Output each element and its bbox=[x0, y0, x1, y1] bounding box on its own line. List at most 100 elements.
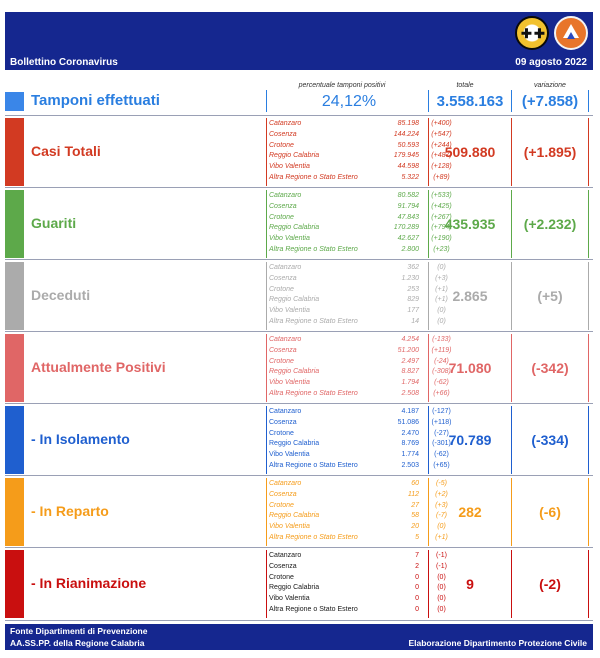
province-name: Crotone bbox=[269, 573, 294, 581]
divider bbox=[588, 478, 589, 546]
divider bbox=[266, 334, 267, 402]
footer-asp: AA.SS.PP. della Regione Calabria bbox=[10, 638, 145, 648]
province-table: Catanzaro 85.198 (+400) Cosenza 144.224 (+547… bbox=[269, 119, 452, 187]
section-swatch bbox=[5, 550, 24, 618]
province-value: 179.945 bbox=[393, 152, 419, 160]
section-label: Guariti bbox=[31, 215, 77, 231]
province-delta: (+190) bbox=[431, 235, 452, 243]
province-value: 4.187 bbox=[401, 408, 419, 415]
province-delta: (0) bbox=[437, 606, 446, 613]
province-name: Cosenza bbox=[269, 202, 297, 210]
province-delta: (-7) bbox=[436, 512, 447, 520]
section-separator bbox=[5, 187, 593, 188]
province-value: 51.086 bbox=[397, 418, 419, 426]
province-delta: (-301) bbox=[432, 440, 451, 448]
divider bbox=[428, 90, 429, 112]
province-delta: (0) bbox=[437, 523, 446, 531]
pct-column-header: percentuale tamponi positivi bbox=[298, 82, 386, 89]
divider bbox=[428, 406, 429, 474]
section-swatch bbox=[5, 406, 24, 474]
province-value: 0 bbox=[415, 584, 419, 592]
province-value: 1.230 bbox=[401, 274, 419, 282]
province-value: 253 bbox=[407, 285, 419, 293]
divider bbox=[428, 478, 429, 546]
province-delta: (+487) bbox=[431, 152, 452, 160]
province-value: 27 bbox=[411, 501, 419, 509]
province-value: 829 bbox=[407, 296, 419, 304]
province-value: 2 bbox=[415, 562, 419, 570]
province-delta: (0) bbox=[437, 595, 446, 603]
province-name: Vibo Valentia bbox=[269, 307, 310, 315]
section-label: Casi Totali bbox=[31, 143, 101, 159]
province-name: Vibo Valentia bbox=[269, 235, 310, 243]
province-value: 80.582 bbox=[397, 192, 419, 199]
province-delta: (0) bbox=[437, 573, 446, 581]
province-delta: (-127) bbox=[432, 408, 451, 415]
province-name: Altra Regione o Stato Estero bbox=[269, 246, 358, 253]
province-value: 2.800 bbox=[401, 246, 419, 253]
province-value: 144.224 bbox=[393, 130, 419, 138]
section-row: Guariti Catanzaro 80.582 (+533) Cosenza 91.79… bbox=[5, 190, 593, 258]
divider bbox=[266, 406, 267, 474]
divider bbox=[266, 90, 267, 112]
section-variation: (-342) bbox=[531, 360, 569, 376]
province-value: 2.470 bbox=[401, 429, 419, 437]
title-bar: Bollettino Coronavirus 09 agosto 2022 bbox=[5, 56, 593, 70]
province-value: 170.289 bbox=[393, 224, 419, 232]
province-table: Catanzaro 80.582 (+533) Cosenza 91.794 (+425)… bbox=[269, 191, 452, 259]
province-value: 44.598 bbox=[397, 163, 419, 171]
footer-source: Fonte Dipartimenti di Prevenzione bbox=[10, 626, 148, 636]
divider bbox=[588, 90, 589, 112]
section-label: Deceduti bbox=[31, 287, 91, 303]
province-value: 1.774 bbox=[401, 451, 419, 459]
section-variation: (+2.232) bbox=[523, 216, 577, 232]
province-name: Altra Regione o Stato Estero bbox=[269, 534, 358, 541]
section-swatch bbox=[5, 262, 24, 330]
province-delta: (+2) bbox=[435, 490, 448, 498]
section-swatch bbox=[5, 118, 24, 186]
province-name: Cosenza bbox=[269, 274, 297, 282]
section-variation: (-334) bbox=[531, 432, 569, 448]
province-delta: (+794) bbox=[431, 224, 452, 232]
province-delta: (-24) bbox=[434, 357, 449, 365]
province-delta: (-133) bbox=[432, 336, 451, 343]
section-variation: (+1.895) bbox=[523, 144, 577, 160]
divider bbox=[511, 262, 512, 330]
province-value: 2.508 bbox=[401, 390, 419, 397]
province-value: 51.200 bbox=[397, 346, 419, 354]
province-table: Catanzaro 60 (-5) Cosenza 112 (+2) Crotone 27 (+… bbox=[269, 479, 448, 547]
province-value: 4.254 bbox=[401, 336, 419, 343]
section-row: - In Reparto Catanzaro 60 (-5) Cosenza 112 (+2… bbox=[5, 478, 593, 546]
province-name: Cosenza bbox=[269, 418, 297, 426]
section-swatch bbox=[5, 334, 24, 402]
section-label: - In Isolamento bbox=[31, 431, 130, 447]
province-delta: (+400) bbox=[431, 120, 452, 127]
province-table: Catanzaro 7 (-1) Cosenza 2 (-1) Crotone 0 (0) Reg… bbox=[269, 551, 447, 619]
footer-credit: Elaborazione Dipartimento Protezione Civ… bbox=[408, 638, 587, 648]
province-value: 7 bbox=[415, 552, 419, 559]
section-total: 2.865 bbox=[452, 288, 488, 304]
province-name: Catanzaro bbox=[269, 408, 302, 415]
province-name: Altra Regione o Stato Estero bbox=[269, 462, 358, 469]
section-row: Attualmente Positivi Catanzaro 4.254 (-133)… bbox=[5, 334, 593, 402]
section-row: Deceduti Catanzaro 362 (0) Cosenza 1.230 (+3) C… bbox=[5, 262, 593, 330]
province-name: Catanzaro bbox=[269, 552, 302, 559]
province-delta: (+128) bbox=[431, 163, 452, 171]
province-value: 0 bbox=[415, 606, 419, 613]
divider bbox=[588, 190, 589, 258]
province-name: Crotone bbox=[269, 285, 294, 293]
section-label: Attualmente Positivi bbox=[31, 359, 166, 375]
province-value: 85.198 bbox=[397, 120, 419, 127]
province-delta: (-5) bbox=[436, 480, 447, 487]
province-value: 1.794 bbox=[401, 379, 419, 387]
province-delta: (+1) bbox=[435, 285, 448, 293]
province-name: Reggio Calabria bbox=[269, 152, 320, 160]
province-value: 20 bbox=[411, 523, 419, 531]
province-delta: (+533) bbox=[431, 192, 452, 199]
province-delta: (+425) bbox=[431, 202, 452, 210]
province-delta: (0) bbox=[437, 307, 446, 315]
province-value: 0 bbox=[415, 595, 419, 603]
province-delta: (-308) bbox=[432, 368, 451, 376]
province-name: Vibo Valentia bbox=[269, 379, 310, 387]
province-value: 14 bbox=[411, 318, 419, 325]
